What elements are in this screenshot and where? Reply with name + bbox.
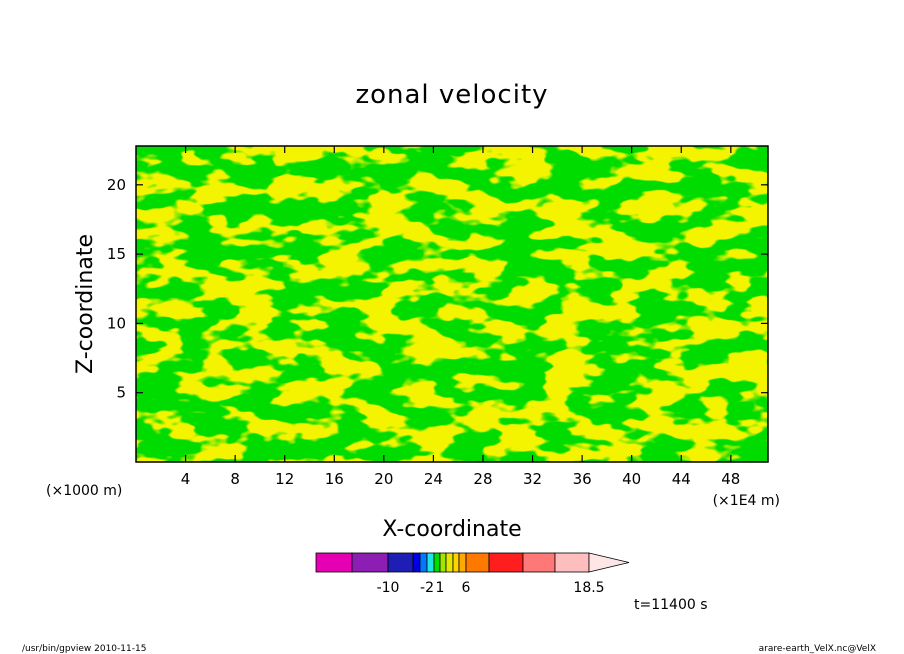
- y-axis-unit: (×1000 m): [46, 483, 122, 499]
- x-tick-label: 16: [325, 470, 344, 488]
- x-axis-label: X-coordinate: [382, 517, 521, 542]
- y-axis-ticks: 5 10 15 20: [107, 176, 768, 402]
- x-tick-label: 48: [721, 470, 740, 488]
- x-axis-ticks: 4 8 12 16 20 24 28 32 36 40 44 48: [181, 146, 740, 488]
- x-tick-label: 20: [374, 470, 393, 488]
- colorbar-segment: [426, 552, 435, 573]
- y-tick-label: 20: [107, 176, 126, 194]
- x-tick-label: 4: [181, 470, 191, 488]
- colorbar-segment: [433, 552, 441, 573]
- footer-left: /usr/bin/gpview 2010-11-15: [22, 644, 146, 654]
- colorbar-segment: [351, 552, 389, 573]
- footer-right: arare-earth_VelX.nc@VelX: [759, 644, 876, 654]
- colorbar-segment: [522, 552, 556, 573]
- colorbar-segment: [439, 552, 447, 573]
- colorbar-segment: [465, 552, 490, 573]
- colorbar-arrow: [588, 552, 630, 573]
- heatmap-upper-level: [136, 146, 768, 462]
- y-tick-label: 10: [107, 314, 126, 332]
- x-tick-label: 36: [573, 470, 592, 488]
- colorbar-segment: [445, 552, 454, 573]
- colorbar-segment: [419, 552, 428, 573]
- chart-title: zonal velocity: [355, 80, 548, 110]
- x-tick-label: 44: [672, 470, 691, 488]
- y-axis-label: Z-coordinate: [73, 234, 98, 374]
- colorbar-segment: [488, 552, 524, 573]
- colorbar-segment: [452, 552, 460, 573]
- colorbar: [315, 552, 630, 573]
- colorbar-segment: [458, 552, 467, 573]
- colorbar-segment: [387, 552, 414, 573]
- colorbar-segment: [315, 552, 353, 573]
- colorbar-label: 18.5: [573, 580, 604, 596]
- x-tick-label: 40: [622, 470, 641, 488]
- colorbar-label: 6: [462, 580, 471, 596]
- x-tick-label: 28: [473, 470, 492, 488]
- colorbar-label: -2: [420, 580, 434, 596]
- plot-area: [136, 146, 768, 462]
- colorbar-segment: [554, 552, 590, 573]
- colorbar-segment: [412, 552, 421, 573]
- x-tick-label: 8: [230, 470, 240, 488]
- x-tick-label: 12: [275, 470, 294, 488]
- y-tick-label: 5: [116, 384, 126, 402]
- colorbar-labels: -10 -2 1 6 18.5: [377, 580, 605, 596]
- y-tick-label: 15: [107, 245, 126, 263]
- x-tick-label: 24: [424, 470, 443, 488]
- colorbar-label: -10: [377, 580, 400, 596]
- time-label: t=11400 s: [634, 597, 708, 613]
- x-axis-unit: (×1E4 m): [713, 493, 780, 509]
- colorbar-label: 1: [436, 580, 445, 596]
- plot-frame: [135, 145, 769, 463]
- x-tick-label: 32: [523, 470, 542, 488]
